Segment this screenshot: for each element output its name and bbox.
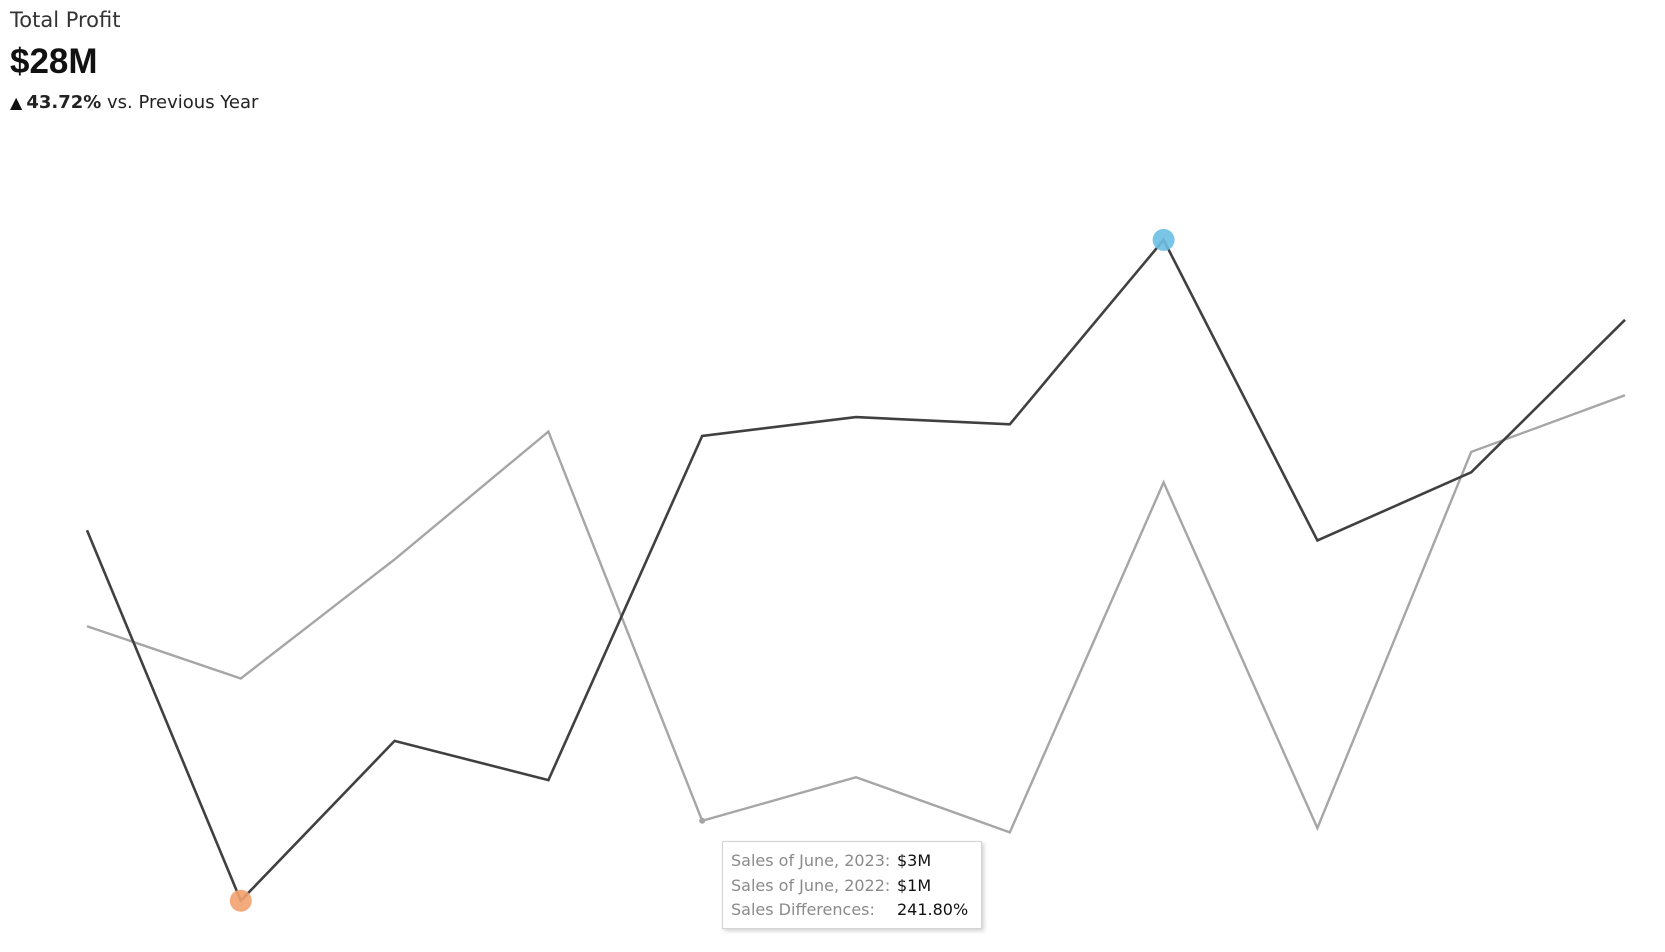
tooltip-value: $1M: [897, 875, 932, 895]
data-point-current[interactable]: [1315, 539, 1319, 543]
kpi-change-percent: 43.72%: [26, 92, 102, 113]
data-point-current[interactable]: [1623, 318, 1627, 322]
tooltip-row: Sales Differences: 241.80%: [731, 900, 981, 925]
kpi-change: ▲ 43.72% vs. Previous Year: [10, 92, 258, 113]
series-line-previous[interactable]: [86, 394, 1626, 834]
data-point-previous[interactable]: [1315, 826, 1319, 830]
min-point-marker[interactable]: [229, 889, 252, 912]
data-point-previous[interactable]: [1162, 480, 1166, 484]
tooltip-value: 241.80%: [897, 900, 969, 919]
tooltip-value: $3M: [897, 851, 932, 870]
data-point-current[interactable]: [85, 528, 89, 532]
data-point-current[interactable]: [393, 739, 397, 743]
data-point-previous[interactable]: [85, 624, 89, 628]
data-point-current[interactable]: [1469, 470, 1473, 474]
hover-point-marker: [699, 817, 706, 824]
data-point-current[interactable]: [1008, 422, 1012, 426]
tooltip-key: Sales Differences:: [731, 900, 875, 919]
tooltip-key: Sales of June, 2022:: [731, 875, 891, 895]
series-line-current[interactable]: [85, 237, 1626, 904]
data-point-current[interactable]: [854, 415, 858, 419]
data-point-previous[interactable]: [239, 677, 243, 681]
kpi-title: Total Profit: [10, 8, 121, 32]
tooltip-key: Sales of June, 2023:: [731, 851, 891, 870]
tooltip-row: Sales of June, 2022: $1M: [731, 876, 981, 901]
data-point-current[interactable]: [700, 434, 704, 438]
data-point-previous[interactable]: [1623, 393, 1627, 397]
data-point-current[interactable]: [546, 778, 550, 782]
kpi-change-label: vs. Previous Year: [107, 92, 259, 113]
data-point-previous[interactable]: [854, 775, 858, 779]
max-point-marker[interactable]: [1152, 228, 1175, 251]
kpi-value: $28M: [10, 42, 98, 81]
data-point-previous[interactable]: [393, 557, 397, 561]
data-point-previous[interactable]: [1469, 450, 1473, 454]
tooltip-row: Sales of June, 2023: $3M: [731, 851, 981, 876]
chart-tooltip: Sales of June, 2023: $3M Sales of June, 20…: [722, 841, 982, 929]
data-point-previous[interactable]: [1008, 830, 1012, 834]
up-triangle-icon: ▲: [10, 93, 23, 112]
data-point-previous[interactable]: [546, 430, 550, 434]
